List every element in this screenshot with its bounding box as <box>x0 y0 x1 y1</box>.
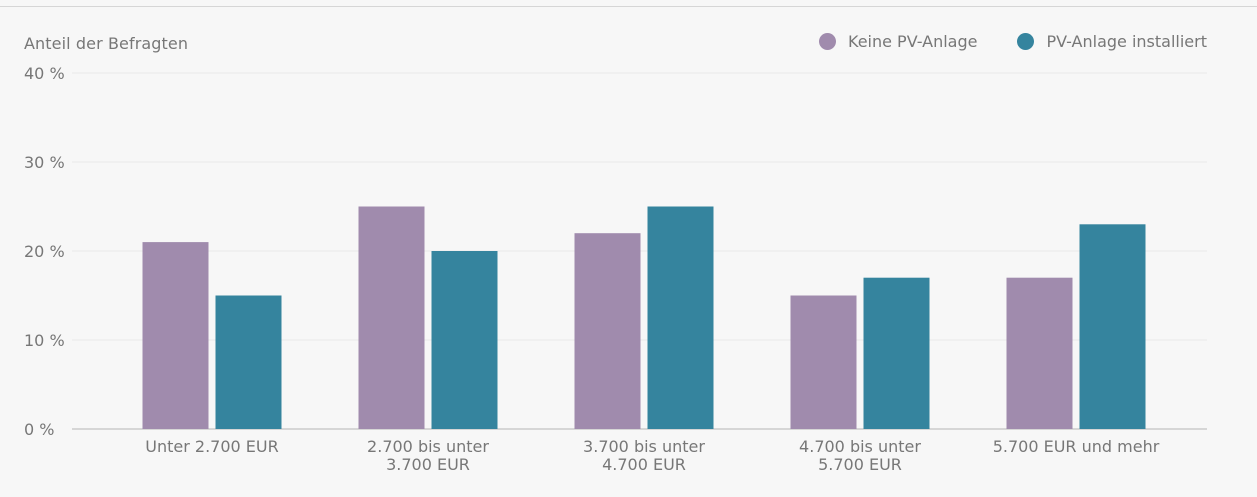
bar-pv-anlage-installiert <box>863 277 930 429</box>
y-tick-label: 30 % <box>24 153 65 172</box>
legend-item-keine-pv[interactable]: Keine PV-Anlage <box>819 32 977 51</box>
top-divider <box>0 6 1257 7</box>
y-tick-label: 0 % <box>24 420 54 439</box>
legend: Keine PV-Anlage PV-Anlage installiert <box>819 32 1207 51</box>
bar-keine-pv-anlage <box>1006 277 1073 429</box>
bar-pv-anlage-installiert <box>215 295 282 429</box>
bar-keine-pv-anlage <box>358 206 425 429</box>
y-tick-label: 20 % <box>24 242 65 261</box>
legend-label-keine-pv: Keine PV-Anlage <box>848 32 978 51</box>
y-axis-title: Anteil der Befragten <box>24 34 189 53</box>
x-tick-label: 5.700 EUR <box>818 455 902 474</box>
bar-keine-pv-anlage <box>142 242 209 429</box>
y-tick-label: 40 % <box>24 64 65 83</box>
x-tick-label: 3.700 EUR <box>386 455 470 474</box>
bar-pv-anlage-installiert <box>1079 224 1146 429</box>
y-tick-label: 10 % <box>24 331 65 350</box>
bar-keine-pv-anlage <box>790 295 857 429</box>
legend-swatch-pv-installiert <box>1017 33 1035 50</box>
x-tick-label: 2.700 bis unter <box>367 437 489 456</box>
legend-swatch-keine-pv <box>819 33 836 50</box>
x-tick-label: 4.700 EUR <box>602 455 686 474</box>
x-tick-label: 5.700 EUR und mehr <box>993 437 1160 456</box>
bar-pv-anlage-installiert <box>431 251 498 429</box>
legend-item-pv-installiert[interactable]: PV-Anlage installiert <box>1017 32 1207 51</box>
x-tick-label: 4.700 bis unter <box>799 437 921 456</box>
bar-pv-anlage-installiert <box>647 206 714 429</box>
legend-label-pv-installiert: PV-Anlage installiert <box>1046 32 1207 51</box>
x-tick-label: Unter 2.700 EUR <box>145 437 278 456</box>
x-tick-label: 3.700 bis unter <box>583 437 705 456</box>
bar-keine-pv-anlage <box>574 233 641 429</box>
